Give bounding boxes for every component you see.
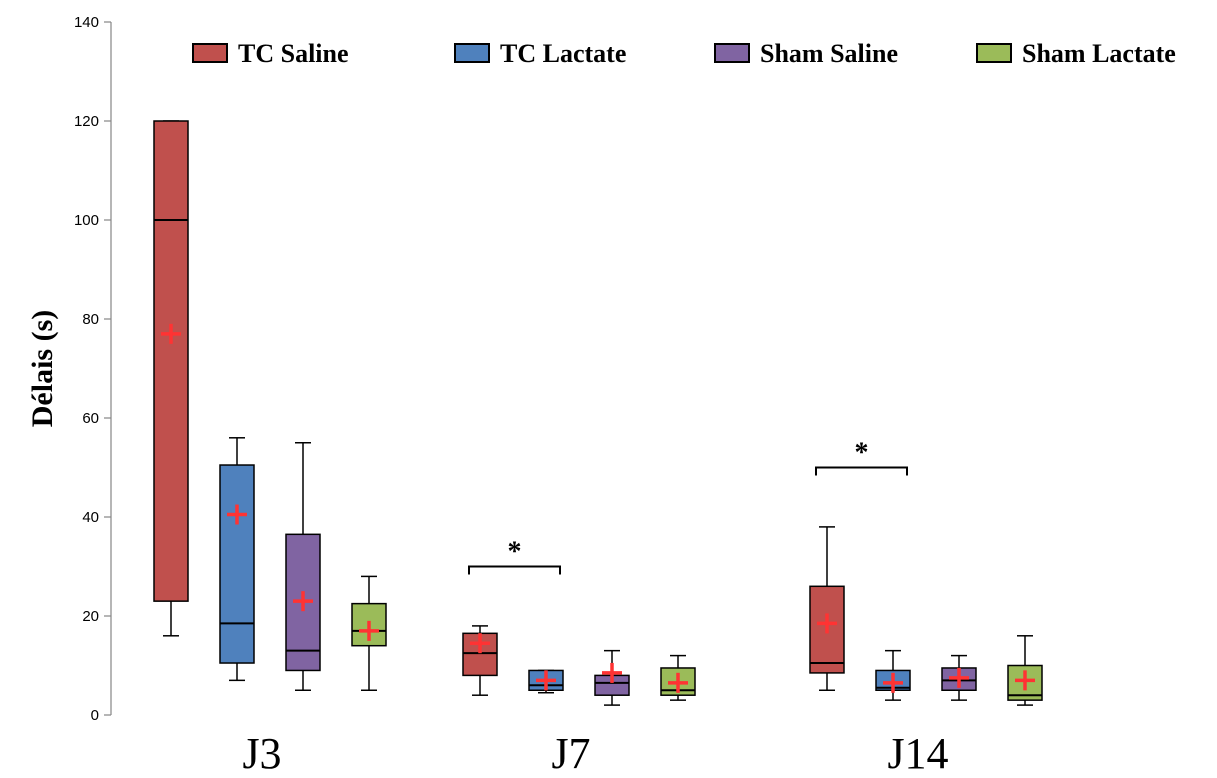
box-tc-saline	[809, 585, 845, 674]
y-tick-label: 0	[91, 707, 99, 724]
legend-swatch	[192, 43, 228, 63]
y-tick-label: 120	[74, 113, 99, 130]
legend-label: TC Saline	[238, 39, 349, 68]
significance-bracket	[468, 565, 561, 575]
significance-star: *	[855, 438, 869, 469]
box-tc-saline	[153, 120, 189, 602]
y-tick-label: 80	[82, 311, 99, 328]
x-category-label: J7	[551, 729, 590, 778]
legend-swatch	[976, 43, 1012, 63]
y-tick-label: 60	[82, 410, 99, 427]
x-category-label: J14	[887, 729, 948, 778]
y-tick-label: 140	[74, 14, 99, 31]
legend-label: Sham Lactate	[1022, 39, 1176, 68]
y-tick-label: 40	[82, 509, 99, 526]
box-tc-lactate	[219, 464, 255, 664]
y-tick-label: 20	[82, 608, 99, 625]
x-category-label: J3	[242, 729, 281, 778]
significance-bracket	[815, 466, 908, 476]
significance-star: *	[508, 537, 522, 568]
legend-swatch	[714, 43, 750, 63]
y-axis-label: Délais (s)	[26, 310, 59, 427]
legend-label: TC Lactate	[500, 39, 626, 68]
legend-label: Sham Saline	[760, 39, 898, 68]
y-tick-label: 100	[74, 212, 99, 229]
legend-swatch	[454, 43, 490, 63]
